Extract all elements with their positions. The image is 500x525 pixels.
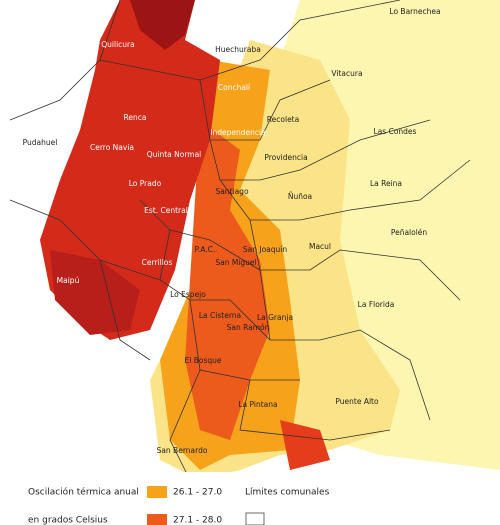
commune-label: Macul xyxy=(309,242,331,251)
commune-label: Lo Prado xyxy=(129,179,162,188)
commune-label: Est. Central xyxy=(144,206,188,215)
commune-label: La Reina xyxy=(370,179,402,188)
commune-label: Ñuñoa xyxy=(288,192,312,201)
commune-label: Puente Alto xyxy=(335,397,379,406)
commune-label: San Joaquín xyxy=(243,245,287,254)
commune-label: Lo Barnechea xyxy=(389,7,440,16)
commune-label: Conchalí xyxy=(218,83,251,92)
commune-label: La Pintana xyxy=(238,400,277,409)
legend-label: 27.1 - 28.0 xyxy=(173,516,222,525)
commune-labels: Lo Barnechea Quilicura Huechuraba Conchalí V… xyxy=(23,7,441,455)
commune-label: Peñalolén xyxy=(391,228,428,237)
commune-label: Independencia xyxy=(210,128,265,137)
legend-title: Oscilación térmica anual xyxy=(28,487,139,498)
legend-swatch xyxy=(147,514,167,525)
commune-label: El Bosque xyxy=(185,356,222,365)
commune-label: Pudahuel xyxy=(23,138,58,147)
boundary-label: Límites comunales xyxy=(245,488,330,498)
commune-label: La Cisterna xyxy=(199,311,241,320)
commune-label: Vitacura xyxy=(331,69,362,78)
commune-boundaries xyxy=(9,0,471,501)
commune-label: Lo Espejo xyxy=(170,290,206,299)
commune-label: La Florida xyxy=(358,300,395,309)
commune-label: Providencia xyxy=(264,153,307,162)
commune-label: La Granja xyxy=(257,313,293,322)
commune-label: Recoleta xyxy=(267,115,299,124)
commune-label: Quilicura xyxy=(101,40,134,49)
commune-label: P.A.C. xyxy=(195,245,216,254)
commune-label: Quinta Normal xyxy=(147,150,202,159)
legend: Oscilación térmica anual en grados Celsi… xyxy=(0,472,500,525)
commune-label: San Miguel xyxy=(215,258,256,267)
commune-label: Las Condes xyxy=(374,127,417,136)
legend-swatch xyxy=(147,486,167,498)
legend-title: en grados Celsius xyxy=(28,516,108,525)
commune-label: Santiago xyxy=(215,187,248,196)
commune-label: Huechuraba xyxy=(215,45,261,54)
commune-label: Cerrillos xyxy=(142,258,173,267)
map-regions xyxy=(40,0,500,480)
commune-label: Renca xyxy=(124,113,147,122)
boundary-swatch xyxy=(245,512,265,525)
legend-label: 26.1 - 27.0 xyxy=(173,488,222,498)
commune-label: San Bernardo xyxy=(157,446,208,455)
commune-label: San Ramón xyxy=(227,323,270,332)
commune-label: Cerro Navia xyxy=(90,143,134,152)
commune-label: Maipú xyxy=(57,276,80,285)
